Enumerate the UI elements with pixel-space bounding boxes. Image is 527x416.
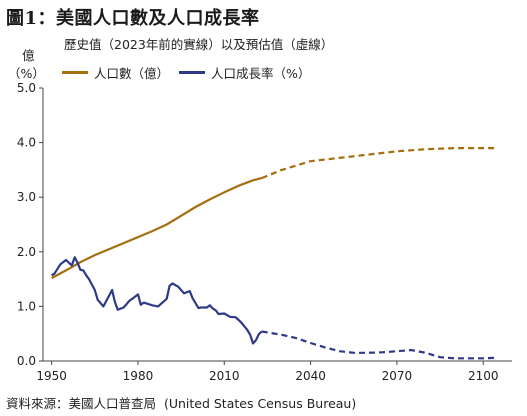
x-tick-label: 2010 xyxy=(209,369,240,383)
legend-label-growth: 人口成長率（%） xyxy=(211,66,311,81)
x-tick-label: 1980 xyxy=(123,369,154,383)
chart-title: 圖1：美國人口數及人口成長率 xyxy=(6,8,260,29)
legend: 人口數（億） 人口成長率（%） xyxy=(62,63,320,82)
legend-item-population: 人口數（億） xyxy=(62,63,169,82)
y-tick-label: 5.0 xyxy=(17,81,36,95)
y-tick-label: 1.0 xyxy=(17,299,36,313)
y-unit-percent-label: （%） xyxy=(8,66,45,81)
series-line-population xyxy=(51,177,262,279)
legend-item-growth: 人口成長率（%） xyxy=(179,63,310,82)
legend-swatch-population xyxy=(62,71,88,74)
series-projected-line-population xyxy=(261,147,498,180)
y-tick-label: 3.0 xyxy=(17,190,36,204)
x-tick-label: 2100 xyxy=(468,369,499,383)
series-line-growth xyxy=(51,256,263,345)
x-tick-label: 2040 xyxy=(295,369,326,383)
y-unit-label: 億 xyxy=(22,48,35,63)
source-note: 資料來源：美國人口普查局 (United States Census Burea… xyxy=(6,396,357,411)
legend-swatch-growth xyxy=(179,71,206,74)
x-tick-label: 2070 xyxy=(382,369,413,383)
series-projected-line-growth xyxy=(261,330,498,360)
y-tick-label: 2.0 xyxy=(17,245,36,259)
y-tick-label: 0.0 xyxy=(17,354,36,368)
legend-label-population: 人口數（億） xyxy=(94,66,170,81)
x-tick-label: 1950 xyxy=(36,369,67,383)
y-tick-label: 4.0 xyxy=(17,136,36,150)
chart-subtitle: 歷史值（2023年前的實線）以及預估值（虛線） xyxy=(64,37,334,52)
